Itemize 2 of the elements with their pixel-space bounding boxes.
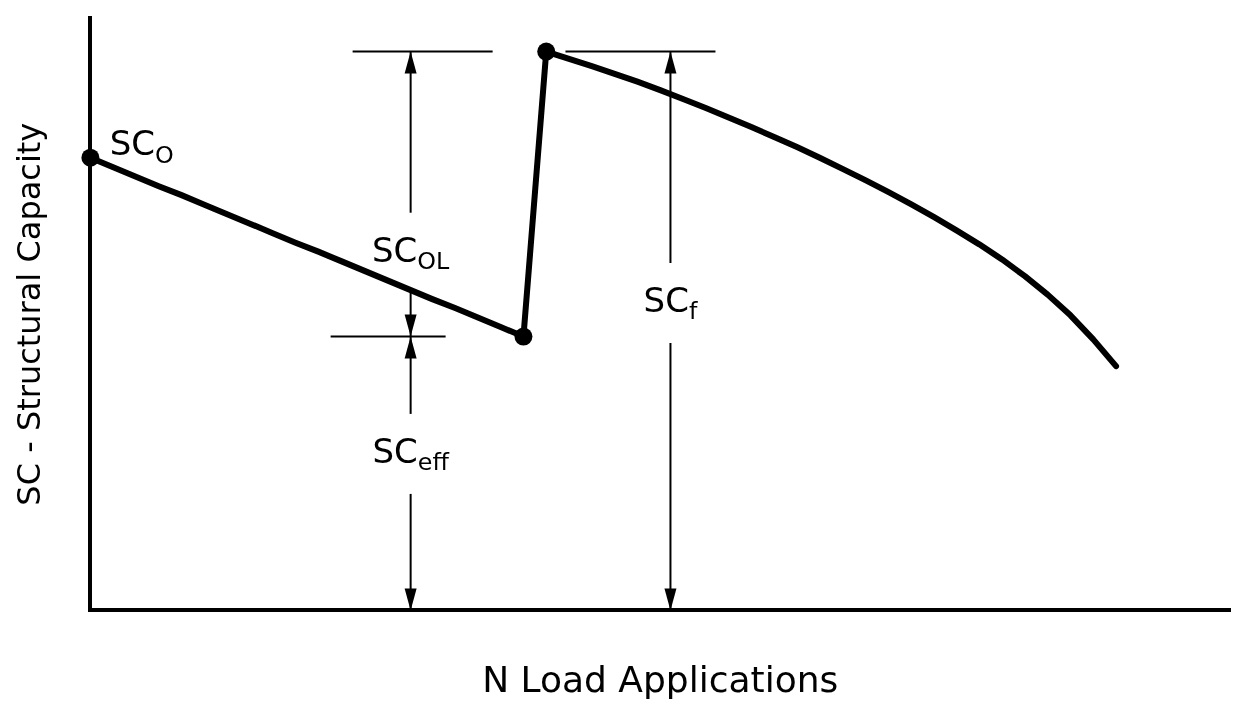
x-axis-title: N Load Applications [482,658,839,700]
y-axis-title: SC - Structural Capacity [9,122,48,506]
